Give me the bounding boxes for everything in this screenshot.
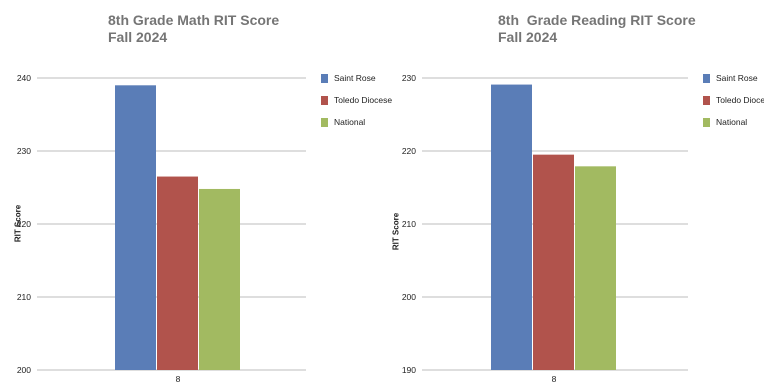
y-axis-label: RIT Score — [392, 202, 401, 262]
reading-chart-panel: 8th Grade Reading RIT Score Fall 2024 19… — [382, 0, 764, 383]
bar-saint-rose — [491, 85, 532, 370]
reading-chart-plot: 190 200 210 220 230 8 — [382, 0, 764, 383]
legend-item: Toledo Diocese — [703, 94, 764, 106]
y-tick-label: 200 — [17, 365, 31, 375]
legend-label: Toledo Diocese — [716, 95, 764, 105]
bar-toledo-diocese — [533, 155, 574, 370]
legend-swatch — [321, 118, 328, 127]
legend-label: National — [334, 117, 365, 127]
bar-national — [199, 189, 240, 370]
bar-saint-rose — [115, 85, 156, 370]
legend-item: Saint Rose — [703, 72, 764, 84]
x-tick-label: 8 — [176, 374, 181, 383]
y-tick-label: 210 — [402, 219, 416, 229]
legend-label: Saint Rose — [716, 73, 758, 83]
bar-toledo-diocese — [157, 177, 198, 370]
y-tick-label: 240 — [17, 73, 31, 83]
legend-label: National — [716, 117, 747, 127]
y-tick-label: 230 — [17, 146, 31, 156]
legend-swatch — [703, 74, 710, 83]
y-tick-label: 210 — [17, 292, 31, 302]
legend-swatch — [321, 96, 328, 105]
legend-label: Saint Rose — [334, 73, 376, 83]
x-tick-label: 8 — [552, 374, 557, 383]
legend-swatch — [321, 74, 328, 83]
y-axis-label: RIT Score — [14, 194, 23, 254]
chart-legend: Saint Rose Toledo Diocese National — [703, 72, 764, 138]
legend-swatch — [703, 118, 710, 127]
y-tick-label: 230 — [402, 73, 416, 83]
math-chart-panel: 8th Grade Math RIT Score Fall 2024 200 21… — [0, 0, 382, 383]
bar-national — [575, 166, 616, 370]
y-tick-label: 220 — [402, 146, 416, 156]
y-tick-label: 190 — [402, 365, 416, 375]
legend-swatch — [703, 96, 710, 105]
legend-item: National — [703, 116, 764, 128]
y-tick-label: 200 — [402, 292, 416, 302]
